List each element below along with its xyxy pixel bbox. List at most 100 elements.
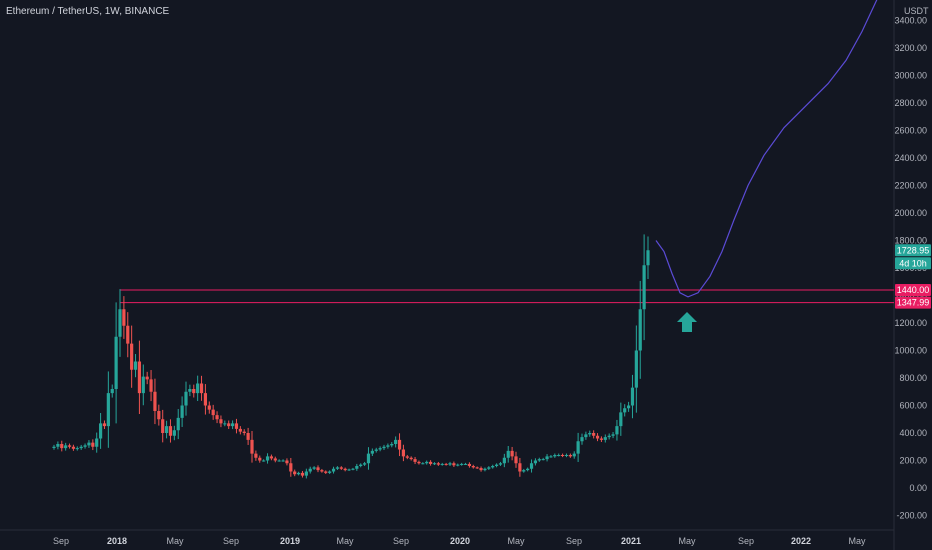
candle-body (269, 456, 274, 459)
candle-body (595, 435, 600, 439)
candle-body (56, 444, 60, 447)
candle-body (634, 350, 638, 388)
candle-body (557, 455, 561, 456)
candle-body (331, 468, 336, 472)
candle-body (514, 456, 518, 464)
candle-body (378, 448, 382, 450)
candle-body (289, 463, 293, 472)
candle-body (230, 423, 235, 427)
candle-body (199, 383, 204, 394)
y-tick-label: 2200.00 (894, 181, 927, 191)
candle-body (448, 463, 452, 465)
candle-body (394, 439, 398, 444)
candle-body (87, 442, 91, 446)
candle-body (572, 453, 576, 457)
y-tick-label: 3200.00 (894, 43, 927, 53)
candle-body (355, 466, 359, 469)
candle-body (161, 419, 165, 433)
candle-body (502, 457, 506, 464)
y-tick-label: 3400.00 (894, 16, 927, 26)
candle-body (386, 445, 390, 447)
candle-body (510, 450, 514, 457)
y-tick-label: 2000.00 (894, 208, 927, 218)
candle-body (106, 393, 110, 427)
candle-body (584, 434, 588, 438)
candle-body (568, 455, 572, 457)
candle-body (421, 463, 425, 465)
candle-body (413, 459, 417, 462)
upper-level-tag: 1440.00 (897, 285, 930, 295)
candle-body (390, 444, 394, 446)
candle-body (494, 464, 499, 466)
candle-body (456, 464, 460, 466)
x-tick-label: Sep (738, 536, 754, 546)
y-tick-label: 0.00 (909, 483, 927, 493)
candle-body (347, 469, 351, 471)
candle-body (518, 463, 522, 472)
candle-body (397, 439, 402, 450)
candle-body (409, 457, 413, 460)
candle-body (592, 433, 596, 436)
candle-body (467, 463, 472, 466)
y-tick-label: 2800.00 (894, 98, 927, 108)
projection-line (655, 0, 878, 298)
candle-body (316, 467, 320, 471)
x-tick-label: May (336, 536, 354, 546)
candle-body (615, 426, 619, 435)
y-tick-label: -200.00 (896, 511, 927, 521)
candle-body (176, 417, 180, 431)
candle-body (95, 438, 99, 447)
candle-body (211, 409, 215, 416)
candle-body (475, 467, 479, 469)
candle-body (417, 461, 421, 464)
x-tick-label: Sep (566, 536, 582, 546)
candle-body (293, 471, 297, 475)
candle-body (425, 461, 429, 464)
candle-body (164, 426, 169, 433)
candle-body (60, 444, 64, 449)
y-tick-label: 1800.00 (894, 236, 927, 246)
candle-body (320, 470, 324, 472)
candle-body (362, 463, 367, 465)
candle-body (75, 448, 79, 450)
candle-body (71, 446, 76, 449)
x-tick-label: 2020 (450, 536, 470, 546)
candle-body (277, 460, 281, 462)
candle-body (184, 391, 188, 406)
candle-body (149, 379, 153, 392)
candle-body (440, 463, 444, 465)
candle-body (498, 463, 503, 465)
candle-body (428, 461, 433, 464)
candle-body (452, 463, 456, 466)
candle-body (114, 336, 118, 389)
candle-body (126, 325, 130, 344)
candle-body (141, 376, 145, 394)
candle-body (250, 439, 254, 454)
y-tick-label: 400.00 (899, 428, 927, 438)
candle-body (153, 391, 157, 411)
candle-body (623, 408, 627, 413)
candle-body (642, 265, 646, 310)
candle-body (436, 463, 440, 465)
candle-body (281, 460, 285, 462)
candle-body (91, 442, 95, 447)
candle-body (366, 453, 371, 464)
x-tick-label: 2018 (107, 536, 127, 546)
y-tick-label: 3000.00 (894, 71, 927, 81)
candle-body (145, 376, 149, 380)
candle-body (545, 456, 549, 460)
candle-body (192, 389, 196, 394)
candle-body (254, 453, 258, 458)
candle-body (533, 460, 538, 464)
x-tick-label: May (166, 536, 184, 546)
candle-body (328, 471, 332, 473)
candle-body (262, 460, 266, 462)
candle-body (479, 468, 483, 471)
candle-body (588, 433, 592, 435)
last-price-tag-bg (895, 244, 931, 257)
candle-body (351, 468, 355, 470)
candle-body (537, 459, 541, 461)
candle-body (67, 445, 72, 447)
y-tick-label: 1000.00 (894, 346, 927, 356)
